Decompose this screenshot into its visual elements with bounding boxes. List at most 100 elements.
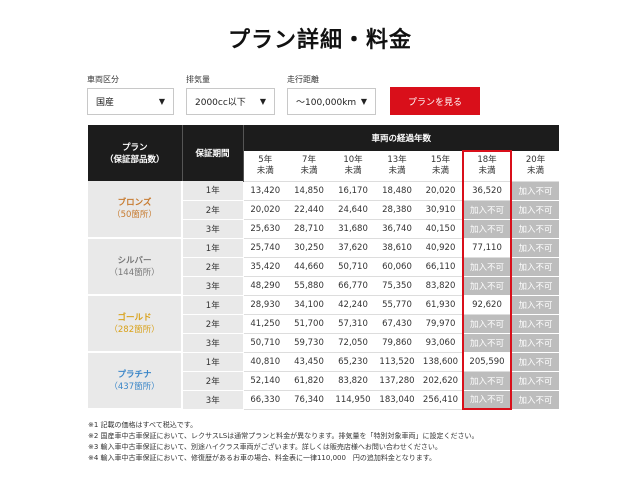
period-header: 保証期間 bbox=[182, 125, 244, 181]
chevron-down-icon: ▼ bbox=[360, 97, 367, 106]
unavailable-cell: 加入不可 bbox=[511, 238, 560, 258]
displacement-select[interactable]: 2000cc以下 ▼ bbox=[186, 88, 275, 115]
price-cell: 42,240 bbox=[331, 295, 375, 315]
displacement-label: 排気量 bbox=[186, 75, 210, 84]
price-cell: 13,420 bbox=[243, 181, 287, 201]
price-cell: 31,680 bbox=[331, 219, 375, 239]
price-cell: 40,150 bbox=[419, 219, 463, 239]
period-cell: 1年 bbox=[182, 295, 244, 315]
unavailable-cell: 加入不可 bbox=[511, 333, 560, 353]
price-cell: 40,920 bbox=[419, 238, 463, 258]
footnote: ※3 輸入車中古車保証において、別途ハイクラス車両がございます。詳しくは販売店様… bbox=[88, 443, 442, 451]
chevron-down-icon: ▼ bbox=[158, 97, 165, 106]
year-column-header: 7年 未満 bbox=[287, 151, 331, 182]
price-cell: 40,810 bbox=[243, 352, 287, 372]
price-cell: 16,170 bbox=[331, 181, 375, 201]
price-cell: 44,660 bbox=[287, 257, 331, 277]
price-cell: 256,410 bbox=[419, 390, 463, 410]
price-cell: 28,930 bbox=[243, 295, 287, 315]
price-cell: 75,350 bbox=[375, 276, 419, 296]
year-column-header: 13年 未満 bbox=[375, 151, 419, 182]
year-column-header: 15年 未満 bbox=[419, 151, 463, 182]
plan-name-cell: ゴールド （282箇所） bbox=[88, 295, 183, 353]
price-cell: 137,280 bbox=[375, 371, 419, 391]
price-cell: 25,740 bbox=[243, 238, 287, 258]
table-row: 3年 66,330 76,340 114,950 183,040 256,410 加入不可加… bbox=[88, 390, 560, 410]
price-cell: 183,040 bbox=[375, 390, 419, 410]
year-column-header: 5年 未満 bbox=[243, 151, 287, 182]
table-row: 2年 35,420 44,660 50,710 60,060 66,110 加入不可 加入不可 bbox=[88, 257, 560, 277]
footnote: ※1 記載の価格はすべて税込です。 bbox=[88, 421, 198, 429]
period-cell: 1年 bbox=[182, 181, 244, 201]
price-cell: 67,430 bbox=[375, 314, 419, 334]
price-cell: 79,860 bbox=[375, 333, 419, 353]
unavailable-cell: 加入不可 bbox=[511, 257, 560, 277]
price-cell: 28,710 bbox=[287, 219, 331, 239]
price-cell: 83,820 bbox=[331, 371, 375, 391]
footnote: ※4 輸入車中古車保証において、修復歴があるお車の場合、料金表に一律110,00… bbox=[88, 454, 437, 462]
price-cell: 114,950 bbox=[331, 390, 375, 410]
table-row: 2年 52,140 61,820 83,820 137,280 202,620 加入不可 加入… bbox=[88, 371, 560, 391]
price-cell: 66,770 bbox=[331, 276, 375, 296]
period-cell: 2年 bbox=[182, 314, 244, 334]
unavailable-cell: 加入不可 bbox=[462, 257, 512, 277]
table-row: 3年 50,710 59,730 72,050 79,860 93,060 加入不可 加入不可 bbox=[88, 333, 560, 353]
price-cell: 66,110 bbox=[419, 257, 463, 277]
years-header: 車両の経過年数 bbox=[243, 125, 560, 151]
price-cell: 77,110 bbox=[462, 238, 512, 258]
price-cell: 79,970 bbox=[419, 314, 463, 334]
price-cell: 20,020 bbox=[243, 200, 287, 220]
price-cell: 48,290 bbox=[243, 276, 287, 296]
unavailable-cell: 加入不可 bbox=[511, 219, 560, 239]
price-cell: 61,820 bbox=[287, 371, 331, 391]
unavailable-cell: 加入不可 bbox=[462, 276, 512, 296]
plan-header: プラン （保証部品数） bbox=[88, 125, 183, 181]
price-cell: 57,310 bbox=[331, 314, 375, 334]
price-cell: 37,620 bbox=[331, 238, 375, 258]
vehicle-type-label: 車両区分 bbox=[87, 75, 119, 84]
unavailable-cell: 加入不可 bbox=[462, 219, 512, 239]
year-column-header: 20年 未満 bbox=[511, 151, 560, 182]
price-cell: 60,060 bbox=[375, 257, 419, 277]
vehicle-type-select[interactable]: 国産 ▼ bbox=[87, 88, 174, 115]
mileage-value: 〜100,000km bbox=[296, 98, 357, 108]
table-row: 2年 41,250 51,700 57,310 67,430 79,970 加入不可 加入不可 bbox=[88, 314, 560, 334]
period-cell: 3年 bbox=[182, 276, 244, 296]
price-cell: 61,930 bbox=[419, 295, 463, 315]
year-column-header: 10年 未満 bbox=[331, 151, 375, 182]
price-cell: 52,140 bbox=[243, 371, 287, 391]
price-cell: 18,480 bbox=[375, 181, 419, 201]
price-cell: 22,440 bbox=[287, 200, 331, 220]
price-cell: 66,330 bbox=[243, 390, 287, 410]
price-cell: 30,910 bbox=[419, 200, 463, 220]
price-cell: 202,620 bbox=[419, 371, 463, 391]
unavailable-cell: 加入不可 bbox=[511, 200, 560, 220]
footnote: ※2 国産車中古車保証において、レクサスLSは通常プランと料金が異なります。排気… bbox=[88, 432, 479, 440]
price-cell: 24,640 bbox=[331, 200, 375, 220]
show-plan-button[interactable]: プランを見る bbox=[390, 87, 480, 115]
price-cell: 14,850 bbox=[287, 181, 331, 201]
period-cell: 1年 bbox=[182, 238, 244, 258]
period-cell: 2年 bbox=[182, 371, 244, 391]
vehicle-type-filter: 車両区分 国産 ▼ bbox=[87, 74, 174, 115]
period-cell: 3年 bbox=[182, 219, 244, 239]
price-cell: 113,520 bbox=[375, 352, 419, 372]
price-cell: 34,100 bbox=[287, 295, 331, 315]
unavailable-cell: 加入不可 bbox=[511, 390, 560, 410]
plan-name-cell: プラチナ （437箇所） bbox=[88, 352, 183, 410]
page-title: プラン詳細・料金 bbox=[227, 28, 412, 53]
price-table: プラン （保証部品数） 保証期間 車両の経過年数 5年 未満 7年 未満 10年 未満 13… bbox=[88, 125, 560, 410]
mileage-label: 走行距離 bbox=[287, 75, 319, 84]
mileage-filter: 走行距離 〜100,000km ▼ bbox=[287, 74, 376, 115]
filter-bar: 車両区分 国産 ▼ 排気量 2000cc以下 ▼ 走行距離 〜100,000km… bbox=[87, 74, 480, 115]
price-cell: 41,250 bbox=[243, 314, 287, 334]
price-cell: 50,710 bbox=[331, 257, 375, 277]
period-cell: 2年 bbox=[182, 200, 244, 220]
price-cell: 36,740 bbox=[375, 219, 419, 239]
displacement-filter: 排気量 2000cc以下 ▼ bbox=[186, 74, 275, 115]
price-cell: 20,020 bbox=[419, 181, 463, 201]
plan-name-cell: ブロンズ （50箇所） bbox=[88, 181, 183, 239]
price-cell: 38,610 bbox=[375, 238, 419, 258]
price-cell: 25,630 bbox=[243, 219, 287, 239]
mileage-select[interactable]: 〜100,000km ▼ bbox=[287, 88, 376, 115]
